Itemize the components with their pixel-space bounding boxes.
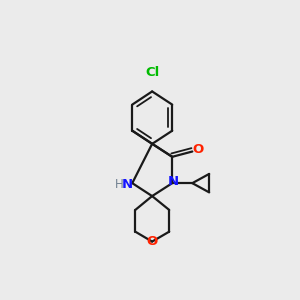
Text: O: O bbox=[193, 143, 204, 156]
Text: O: O bbox=[146, 235, 158, 248]
Text: Cl: Cl bbox=[145, 66, 159, 79]
Text: H: H bbox=[115, 178, 124, 191]
Text: N: N bbox=[168, 176, 179, 188]
Text: N: N bbox=[122, 178, 133, 191]
